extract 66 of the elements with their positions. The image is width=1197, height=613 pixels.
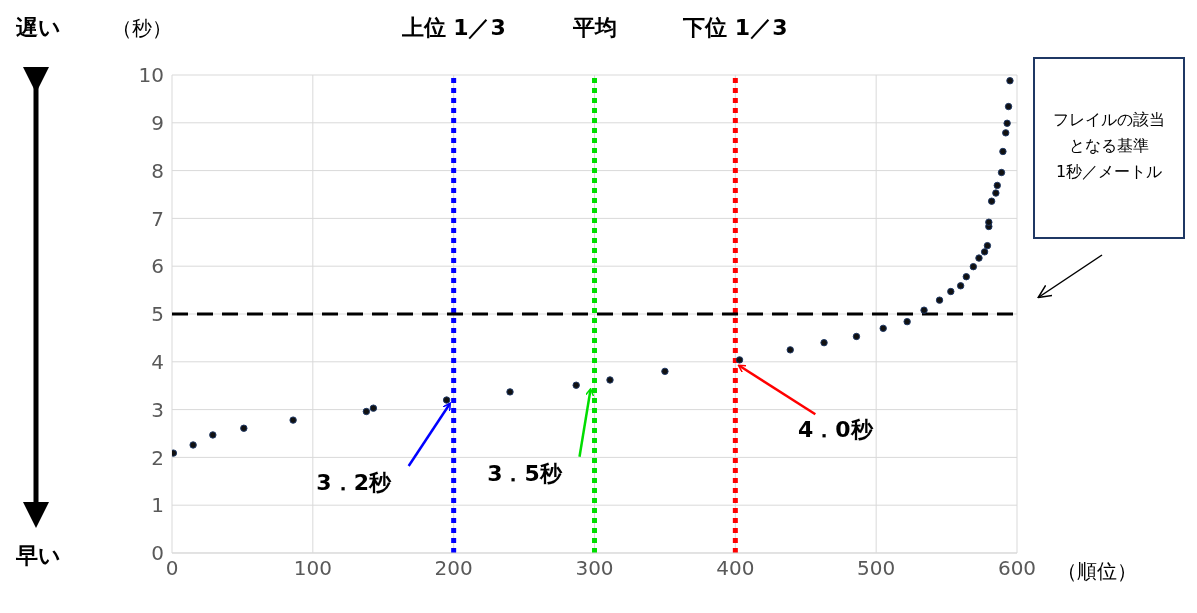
y-tick-label: 5 <box>151 302 164 327</box>
point <box>980 248 989 256</box>
y-tick-label: 10 <box>138 63 164 88</box>
point <box>240 424 248 432</box>
y-tick-label: 4 <box>151 349 164 374</box>
point <box>820 338 828 347</box>
point <box>997 168 1006 177</box>
point <box>289 416 297 424</box>
point <box>661 367 669 376</box>
text: 早い <box>15 543 61 568</box>
y-tick-label: 6 <box>151 254 164 279</box>
ref-line-label: 平均 <box>571 15 617 40</box>
point <box>506 388 514 396</box>
point <box>1006 77 1014 85</box>
point <box>969 262 978 271</box>
point <box>947 287 955 296</box>
y-tick-label: 7 <box>151 206 164 231</box>
x-tick-label: 600 <box>997 556 1037 581</box>
x-axis-title: （順位） <box>1057 559 1137 583</box>
point <box>786 346 794 354</box>
text: フレイルの該当 <box>1053 110 1165 129</box>
y-axis-title: （秒） <box>112 16 172 40</box>
point <box>992 189 1000 197</box>
point <box>879 324 887 333</box>
point <box>1002 129 1010 137</box>
x-tick-label: 300 <box>575 556 614 581</box>
point <box>189 441 197 449</box>
point <box>999 147 1007 156</box>
annotation: 3．5秒 <box>487 460 563 486</box>
x-tick-label: 500 <box>857 556 896 581</box>
ref-line-label: 下位 1／3 <box>682 15 788 40</box>
x-tick-label: 400 <box>716 556 755 581</box>
point <box>956 282 965 290</box>
y-tick-label: 2 <box>151 445 164 470</box>
point <box>572 381 580 389</box>
y-tick-label: 1 <box>151 493 164 518</box>
point <box>903 317 911 326</box>
point <box>852 332 861 341</box>
point <box>935 296 944 304</box>
point <box>735 356 744 364</box>
annotation: 4．0秒 <box>798 416 874 442</box>
point <box>172 449 178 457</box>
point <box>993 181 1001 190</box>
point <box>442 396 451 404</box>
point <box>606 376 614 384</box>
y-tick-label: 3 <box>151 397 164 422</box>
point <box>985 218 993 226</box>
annotation: 3．2秒 <box>316 470 392 496</box>
point <box>1004 102 1013 111</box>
ref-line-label: 上位 1／3 <box>400 15 506 40</box>
text: 1秒／メートル <box>1055 162 1163 181</box>
point <box>987 197 996 205</box>
point <box>920 306 928 314</box>
x-tick-label: 200 <box>434 556 473 581</box>
point <box>975 254 983 262</box>
point <box>369 404 378 412</box>
y-tick-label: 8 <box>151 158 164 183</box>
point <box>983 241 992 250</box>
point <box>1003 119 1011 127</box>
text: となる基準 <box>1069 136 1149 155</box>
x-tick-label: 100 <box>293 556 332 581</box>
point <box>362 407 371 416</box>
point <box>209 431 217 439</box>
text: 遅い <box>15 15 61 40</box>
y-tick-label: 9 <box>151 110 164 135</box>
point <box>962 273 970 281</box>
